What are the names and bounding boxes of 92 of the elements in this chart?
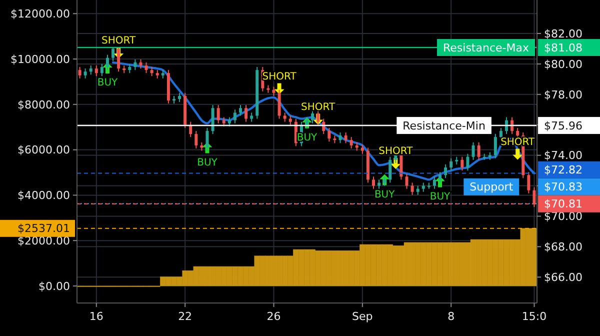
ref-line-label: Resistance-Max (443, 41, 530, 54)
text: $72.82 (544, 164, 582, 177)
data-label: SHORT (301, 102, 336, 113)
ref-line-label: Support (470, 180, 514, 194)
text: $75.96 (544, 119, 582, 132)
candlestick (222, 116, 226, 127)
candlestick (211, 104, 214, 134)
candlestick (128, 63, 132, 74)
y-tick-label: $12000.00 (10, 7, 70, 20)
candlestick (350, 136, 353, 149)
x-tick-label: 8 (448, 310, 455, 323)
candlestick (134, 58, 137, 71)
x-tick-label: 15:0 (522, 310, 547, 323)
candlestick (450, 158, 453, 172)
candlestick (112, 47, 115, 62)
candlestick (383, 176, 386, 186)
candlestick (405, 173, 408, 190)
candlestick (527, 172, 530, 194)
data-label: SHORT (102, 36, 136, 47)
y2-tick-label: $80.00 (544, 58, 582, 71)
candlestick (139, 58, 142, 70)
candlestick (494, 133, 497, 159)
candlestick (100, 63, 104, 77)
candlestick (316, 110, 320, 126)
candlestick (344, 132, 348, 144)
x-tick-label: 16 (89, 310, 104, 323)
candlestick (278, 89, 281, 120)
candlestick (283, 112, 286, 122)
y-tick-label: $0.00 (38, 280, 70, 293)
candlestick (432, 176, 436, 190)
candlestick (460, 156, 464, 172)
candlestick (194, 130, 198, 149)
candlestick (472, 142, 475, 160)
candlestick (427, 182, 430, 190)
candlestick (244, 104, 248, 122)
text: $70.83 (544, 180, 582, 194)
candlestick (438, 172, 442, 184)
y2-tick-label: $70.00 (544, 210, 582, 224)
candlestick (372, 176, 376, 190)
candlestick (338, 132, 342, 144)
candlestick (94, 64, 98, 77)
y2-tick-label: $74.00 (544, 149, 582, 162)
candlestick (410, 182, 414, 196)
y-tick-label: $10000.00 (10, 52, 70, 66)
candlestick (150, 66, 154, 77)
candlestick (272, 86, 276, 96)
candlestick (89, 64, 92, 76)
candlestick (78, 66, 82, 79)
candlestick (238, 104, 242, 116)
data-label: BUY (97, 78, 119, 89)
candlestick (416, 185, 420, 196)
y-tick-label: $2000.00 (18, 234, 70, 248)
candlestick (378, 179, 381, 190)
candlestick (250, 112, 254, 122)
candlestick (388, 156, 392, 184)
data-label: BUY (430, 191, 452, 202)
candlestick (328, 127, 331, 142)
candlestick (216, 104, 220, 124)
candlestick (477, 142, 480, 160)
candlestick (306, 116, 308, 128)
candlestick (233, 109, 236, 124)
data-label: BUY (374, 189, 396, 200)
text: $2537.01 (18, 222, 70, 236)
candlestick (228, 116, 231, 127)
y2-tick-label: $82.00 (544, 27, 582, 40)
text: $81.08 (544, 41, 582, 54)
y2-tick-label: $78.00 (544, 88, 582, 102)
candlestick (117, 47, 120, 72)
candlestick (360, 144, 364, 154)
candlestick (106, 54, 109, 71)
candlestick (311, 110, 314, 124)
y-tick-label: $8000.00 (18, 98, 70, 112)
candlestick (84, 68, 87, 79)
candlestick (466, 153, 470, 172)
candlestick (288, 115, 292, 126)
candlestick (422, 182, 425, 192)
data-label: SHORT (378, 146, 414, 157)
candlestick (178, 92, 182, 103)
text: $70.81 (544, 198, 582, 211)
x-tick-label: Sep (352, 310, 373, 323)
candlestick (206, 127, 209, 152)
y2-tick-label: $68.00 (544, 240, 582, 254)
x-tick-label: 22 (178, 310, 192, 323)
candlestick (444, 164, 448, 179)
y-tick-label: $4000.00 (18, 189, 70, 202)
candlestick (144, 62, 148, 74)
point (512, 148, 523, 160)
ref-line-label: Resistance-Min (402, 119, 486, 132)
y-tick-label: $6000.00 (18, 144, 70, 157)
x-tick-label: 26 (266, 310, 281, 323)
y2-tick-label: $66.00 (544, 270, 582, 284)
data-label: BUY (197, 157, 218, 168)
